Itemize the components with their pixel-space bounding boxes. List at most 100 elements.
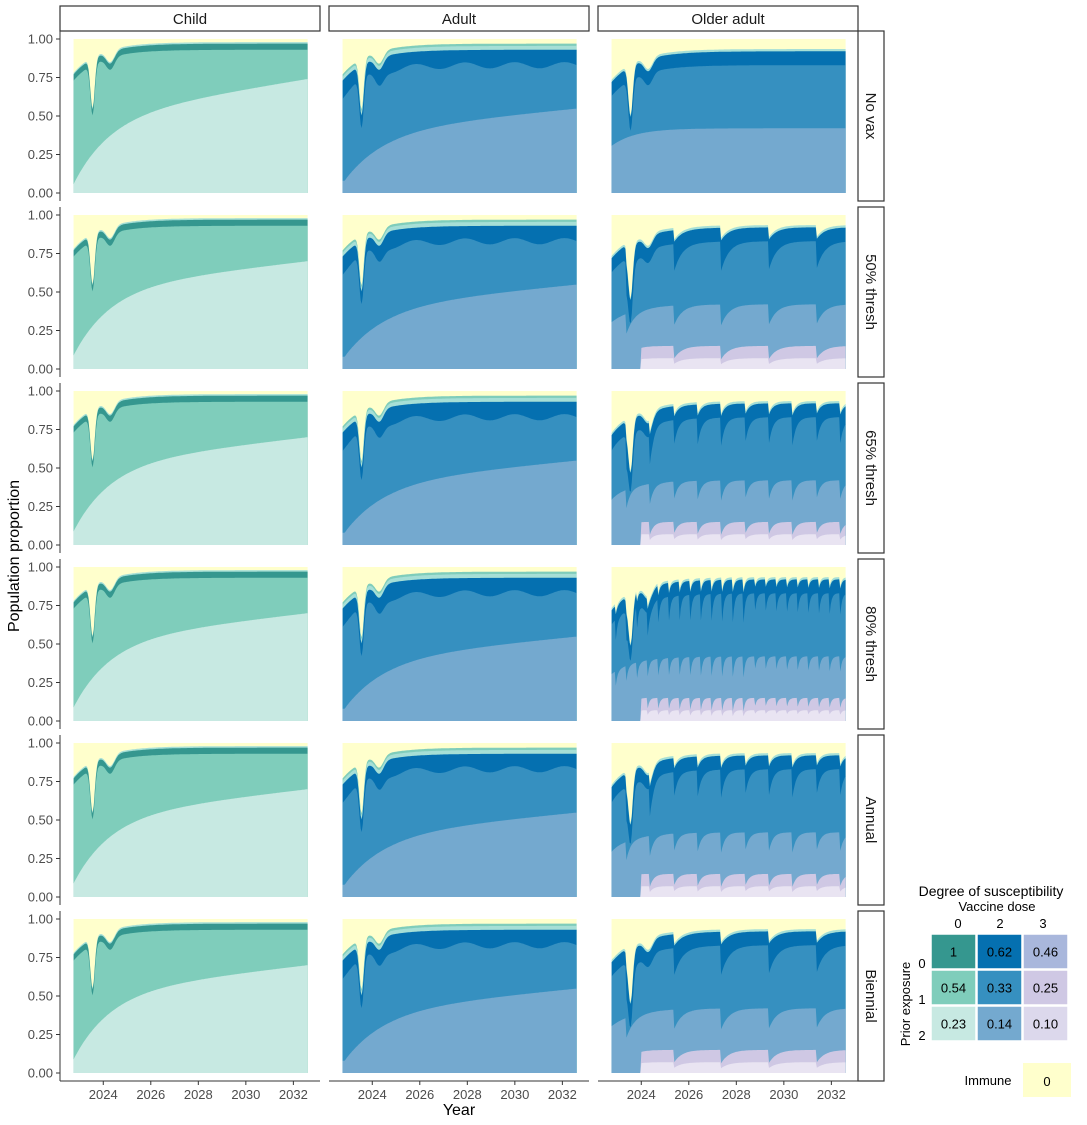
legend-cell <box>1022 1005 1069 1042</box>
x-tick-label: 2032 <box>548 1087 577 1102</box>
legend-row-label: 1 <box>918 992 925 1007</box>
panel <box>342 743 577 897</box>
column-strip-label: Older adult <box>691 11 765 28</box>
susceptibility-area <box>73 965 308 1073</box>
legend-cell <box>930 969 977 1006</box>
x-tick-label: 2028 <box>453 1087 482 1102</box>
legend-col-label: 0 <box>954 916 961 931</box>
x-tick-label: 2026 <box>674 1087 703 1102</box>
legend-row-label: 2 <box>918 1028 925 1043</box>
row-strip <box>857 734 885 906</box>
x-tick-label: 2030 <box>231 1087 260 1102</box>
legend-cell <box>1022 933 1069 970</box>
panel <box>73 567 308 721</box>
legend-cell-value: 0.25 <box>1033 981 1058 996</box>
legend-cell-value: 0.10 <box>1033 1017 1058 1032</box>
y-tick-label: 0.00 <box>28 714 53 729</box>
susceptibility-area <box>611 886 846 897</box>
panel <box>611 39 846 193</box>
row-strip <box>857 30 885 202</box>
row-strip-label: No vax <box>862 93 879 140</box>
row-strip <box>857 910 885 1082</box>
legend-cell <box>976 1005 1023 1042</box>
legend-col-label: 3 <box>1039 916 1046 931</box>
y-tick-label: 1.00 <box>28 912 53 927</box>
panel <box>73 215 308 369</box>
legend-cell-value: 0.14 <box>987 1017 1012 1032</box>
susceptibility-area <box>611 1062 846 1073</box>
panel <box>342 567 577 721</box>
column-strip-label: Adult <box>442 11 477 28</box>
facet-strips: Child Adult Older adult No vax 50% thresh 65%… <box>59 5 885 1082</box>
legend-cell-value: 0.62 <box>987 945 1012 960</box>
legend-immune-value: 0 <box>1043 1074 1050 1089</box>
y-axis-title: Population proportion <box>6 480 23 632</box>
column-strip <box>328 5 590 32</box>
susceptibility-area <box>73 789 308 897</box>
legend-cell <box>930 933 977 970</box>
x-tick-label: 2028 <box>184 1087 213 1102</box>
susceptibility-area <box>611 358 846 369</box>
y-tick-label: 0.50 <box>28 285 53 300</box>
y-tick-label: 0.75 <box>28 950 53 965</box>
susceptibility-area <box>342 108 577 193</box>
y-tick-label: 1.00 <box>28 560 53 575</box>
legend-cells: 1 0.62 0.46 0.54 0.33 0.25 0.23 0.14 0.10 <box>930 933 1069 1042</box>
y-tick-label: 0.50 <box>28 109 53 124</box>
y-tick-label: 0.25 <box>28 323 53 338</box>
susceptibility-area <box>73 79 308 193</box>
y-tick-label: 0.00 <box>28 362 53 377</box>
y-tick-label: 0.50 <box>28 461 53 476</box>
row-strip <box>857 206 885 378</box>
row-strip-label: 80% thresh <box>862 606 879 682</box>
y-tick-label: 0.25 <box>28 147 53 162</box>
y-tick-label: 0.75 <box>28 422 53 437</box>
y-tick-label: 0.00 <box>28 186 53 201</box>
legend-col-title: Vaccine dose <box>958 899 1035 914</box>
panel <box>73 743 308 897</box>
legend-cell-value: 0.33 <box>987 981 1012 996</box>
row-strip-label: Biennial <box>862 969 879 1022</box>
legend-row-label: 0 <box>918 956 925 971</box>
susceptibility-area <box>73 437 308 545</box>
y-tick-label: 0.00 <box>28 890 53 905</box>
x-tick-label: 2030 <box>500 1087 529 1102</box>
susceptibility-area <box>342 812 577 897</box>
panel <box>73 391 308 545</box>
y-tick-label: 0.00 <box>28 538 53 553</box>
panel <box>342 39 577 194</box>
panel <box>342 215 577 369</box>
panel <box>611 391 846 545</box>
y-tick-label: 1.00 <box>28 32 53 47</box>
column-strip-label: Child <box>173 11 207 28</box>
panel <box>342 919 577 1073</box>
x-tick-label: 2026 <box>136 1087 165 1102</box>
row-strip-label: Annual <box>862 797 879 844</box>
y-tick-label: 1.00 <box>28 736 53 751</box>
panel <box>611 919 846 1073</box>
panel <box>611 743 846 897</box>
susceptibility-area <box>342 460 577 545</box>
x-tick-label: 2030 <box>769 1087 798 1102</box>
panel <box>611 215 846 369</box>
legend-title: Degree of susceptibility <box>919 883 1064 899</box>
panel <box>73 919 308 1073</box>
row-strip <box>857 382 885 554</box>
row-strip-label: 65% thresh <box>862 430 879 506</box>
susceptibility-area <box>73 613 308 721</box>
susceptibility-area <box>342 284 577 369</box>
column-strip <box>59 5 321 32</box>
y-tick-label: 0.75 <box>28 598 53 613</box>
y-tick-label: 0.50 <box>28 637 53 652</box>
y-tick-label: 0.25 <box>28 499 53 514</box>
y-tick-label: 0.25 <box>28 675 53 690</box>
legend-cell <box>1022 969 1069 1006</box>
y-tick-label: 0.75 <box>28 70 53 85</box>
x-tick-label: 2024 <box>358 1087 387 1102</box>
panel <box>611 567 846 721</box>
y-tick-label: 0.50 <box>28 813 53 828</box>
legend-cell <box>976 969 1023 1006</box>
row-strip-label: 50% thresh <box>862 254 879 330</box>
y-tick-label: 1.00 <box>28 208 53 223</box>
